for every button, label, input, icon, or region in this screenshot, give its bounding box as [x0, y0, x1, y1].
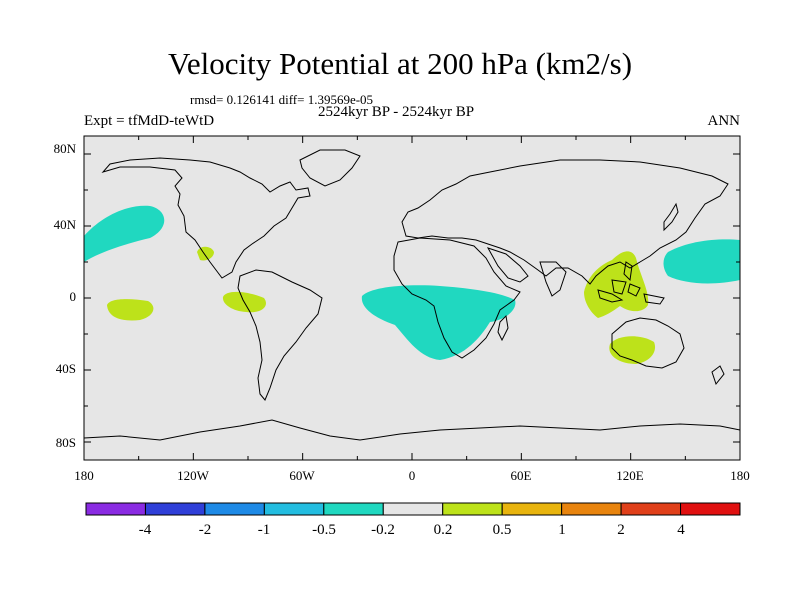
- coast-maritime-continent: [597, 261, 665, 305]
- colorbar-label-1: -4: [139, 522, 152, 538]
- lon-label-120w: 120W: [177, 468, 210, 483]
- lat-label-40s: 40S: [56, 361, 76, 376]
- region-north-pacific-negative: [84, 205, 165, 262]
- lat-label-40n: 40N: [54, 217, 77, 232]
- colorbar-box-4: [263, 502, 325, 516]
- coast-arabia-india: [486, 247, 567, 297]
- lon-label-60e: 60E: [511, 468, 532, 483]
- lon-label-180e: 180: [730, 468, 750, 483]
- region-central-pacific-positive: [107, 299, 154, 321]
- coast-europe-asia: [401, 159, 729, 285]
- stats-label: rmsd= 0.126141 diff= 1.39569e-05: [190, 92, 374, 107]
- coast-australia: [611, 317, 685, 369]
- colorbar-label-2: -2: [199, 522, 212, 538]
- lon-label-60w: 60W: [289, 468, 315, 483]
- colorbar-label-5: -0.2: [371, 522, 395, 538]
- colorbar-box-2: [144, 502, 206, 516]
- colorbar-box-6: [382, 502, 444, 516]
- lon-label-0: 0: [409, 468, 416, 483]
- coast-north-america: [101, 157, 311, 279]
- coast-africa: [393, 237, 521, 359]
- colorbar-labels: -4 -2 -1 -0.5 -0.2 0.2 0.5 1 2 4: [139, 522, 686, 538]
- colorbar-box-10: [620, 502, 682, 516]
- coast-madagascar: [497, 314, 509, 342]
- colorbar-box-11: [680, 502, 741, 516]
- region-western-pacific-negative: [663, 239, 740, 284]
- experiment-label: Expt = tfMdD-teWtD: [84, 113, 215, 129]
- colorbar: [85, 502, 741, 516]
- region-australia-positive: [609, 336, 656, 364]
- colorbar-label-4: -0.5: [312, 522, 336, 538]
- lon-label-180w: 180: [74, 468, 94, 483]
- lon-label-120e: 120E: [616, 468, 644, 483]
- colorbar-box-3: [204, 502, 265, 516]
- coastlines: [83, 149, 741, 441]
- lat-label-80s: 80S: [56, 435, 76, 450]
- colorbar-label-8: 1: [558, 522, 566, 538]
- colorbar-label-3: -1: [258, 522, 271, 538]
- colorbar-label-6: 0.2: [434, 522, 453, 538]
- colorbar-box-8: [501, 502, 563, 516]
- colorbar-label-7: 0.5: [493, 522, 512, 538]
- axis-ticks: [83, 136, 741, 460]
- colorbar-label-9: 2: [617, 522, 625, 538]
- lat-label-80n: 80N: [54, 141, 77, 156]
- lat-label-0: 0: [70, 289, 77, 304]
- colorbar-label-10: 4: [677, 522, 685, 538]
- latitude-labels: 80N 40N 0 40S 80S: [54, 141, 77, 450]
- colorbar-box-9: [561, 502, 622, 516]
- coast-new-zealand: [711, 365, 725, 386]
- plot-title: Velocity Potential at 200 hPa (km2/s): [167, 46, 633, 81]
- colorbar-box-1: [85, 502, 146, 516]
- colorbar-box-5: [323, 502, 384, 516]
- longitude-labels: 180 120W 60W 0 60E 120E 180: [74, 468, 750, 483]
- coast-japan: [663, 202, 679, 232]
- coast-greenland: [299, 149, 361, 187]
- coast-antarctica: [83, 419, 741, 441]
- coast-south-america: [237, 269, 323, 401]
- season-label: ANN: [707, 113, 741, 129]
- colorbar-box-7: [442, 502, 503, 516]
- period-label: 2524kyr BP - 2524kyr BP: [318, 104, 475, 120]
